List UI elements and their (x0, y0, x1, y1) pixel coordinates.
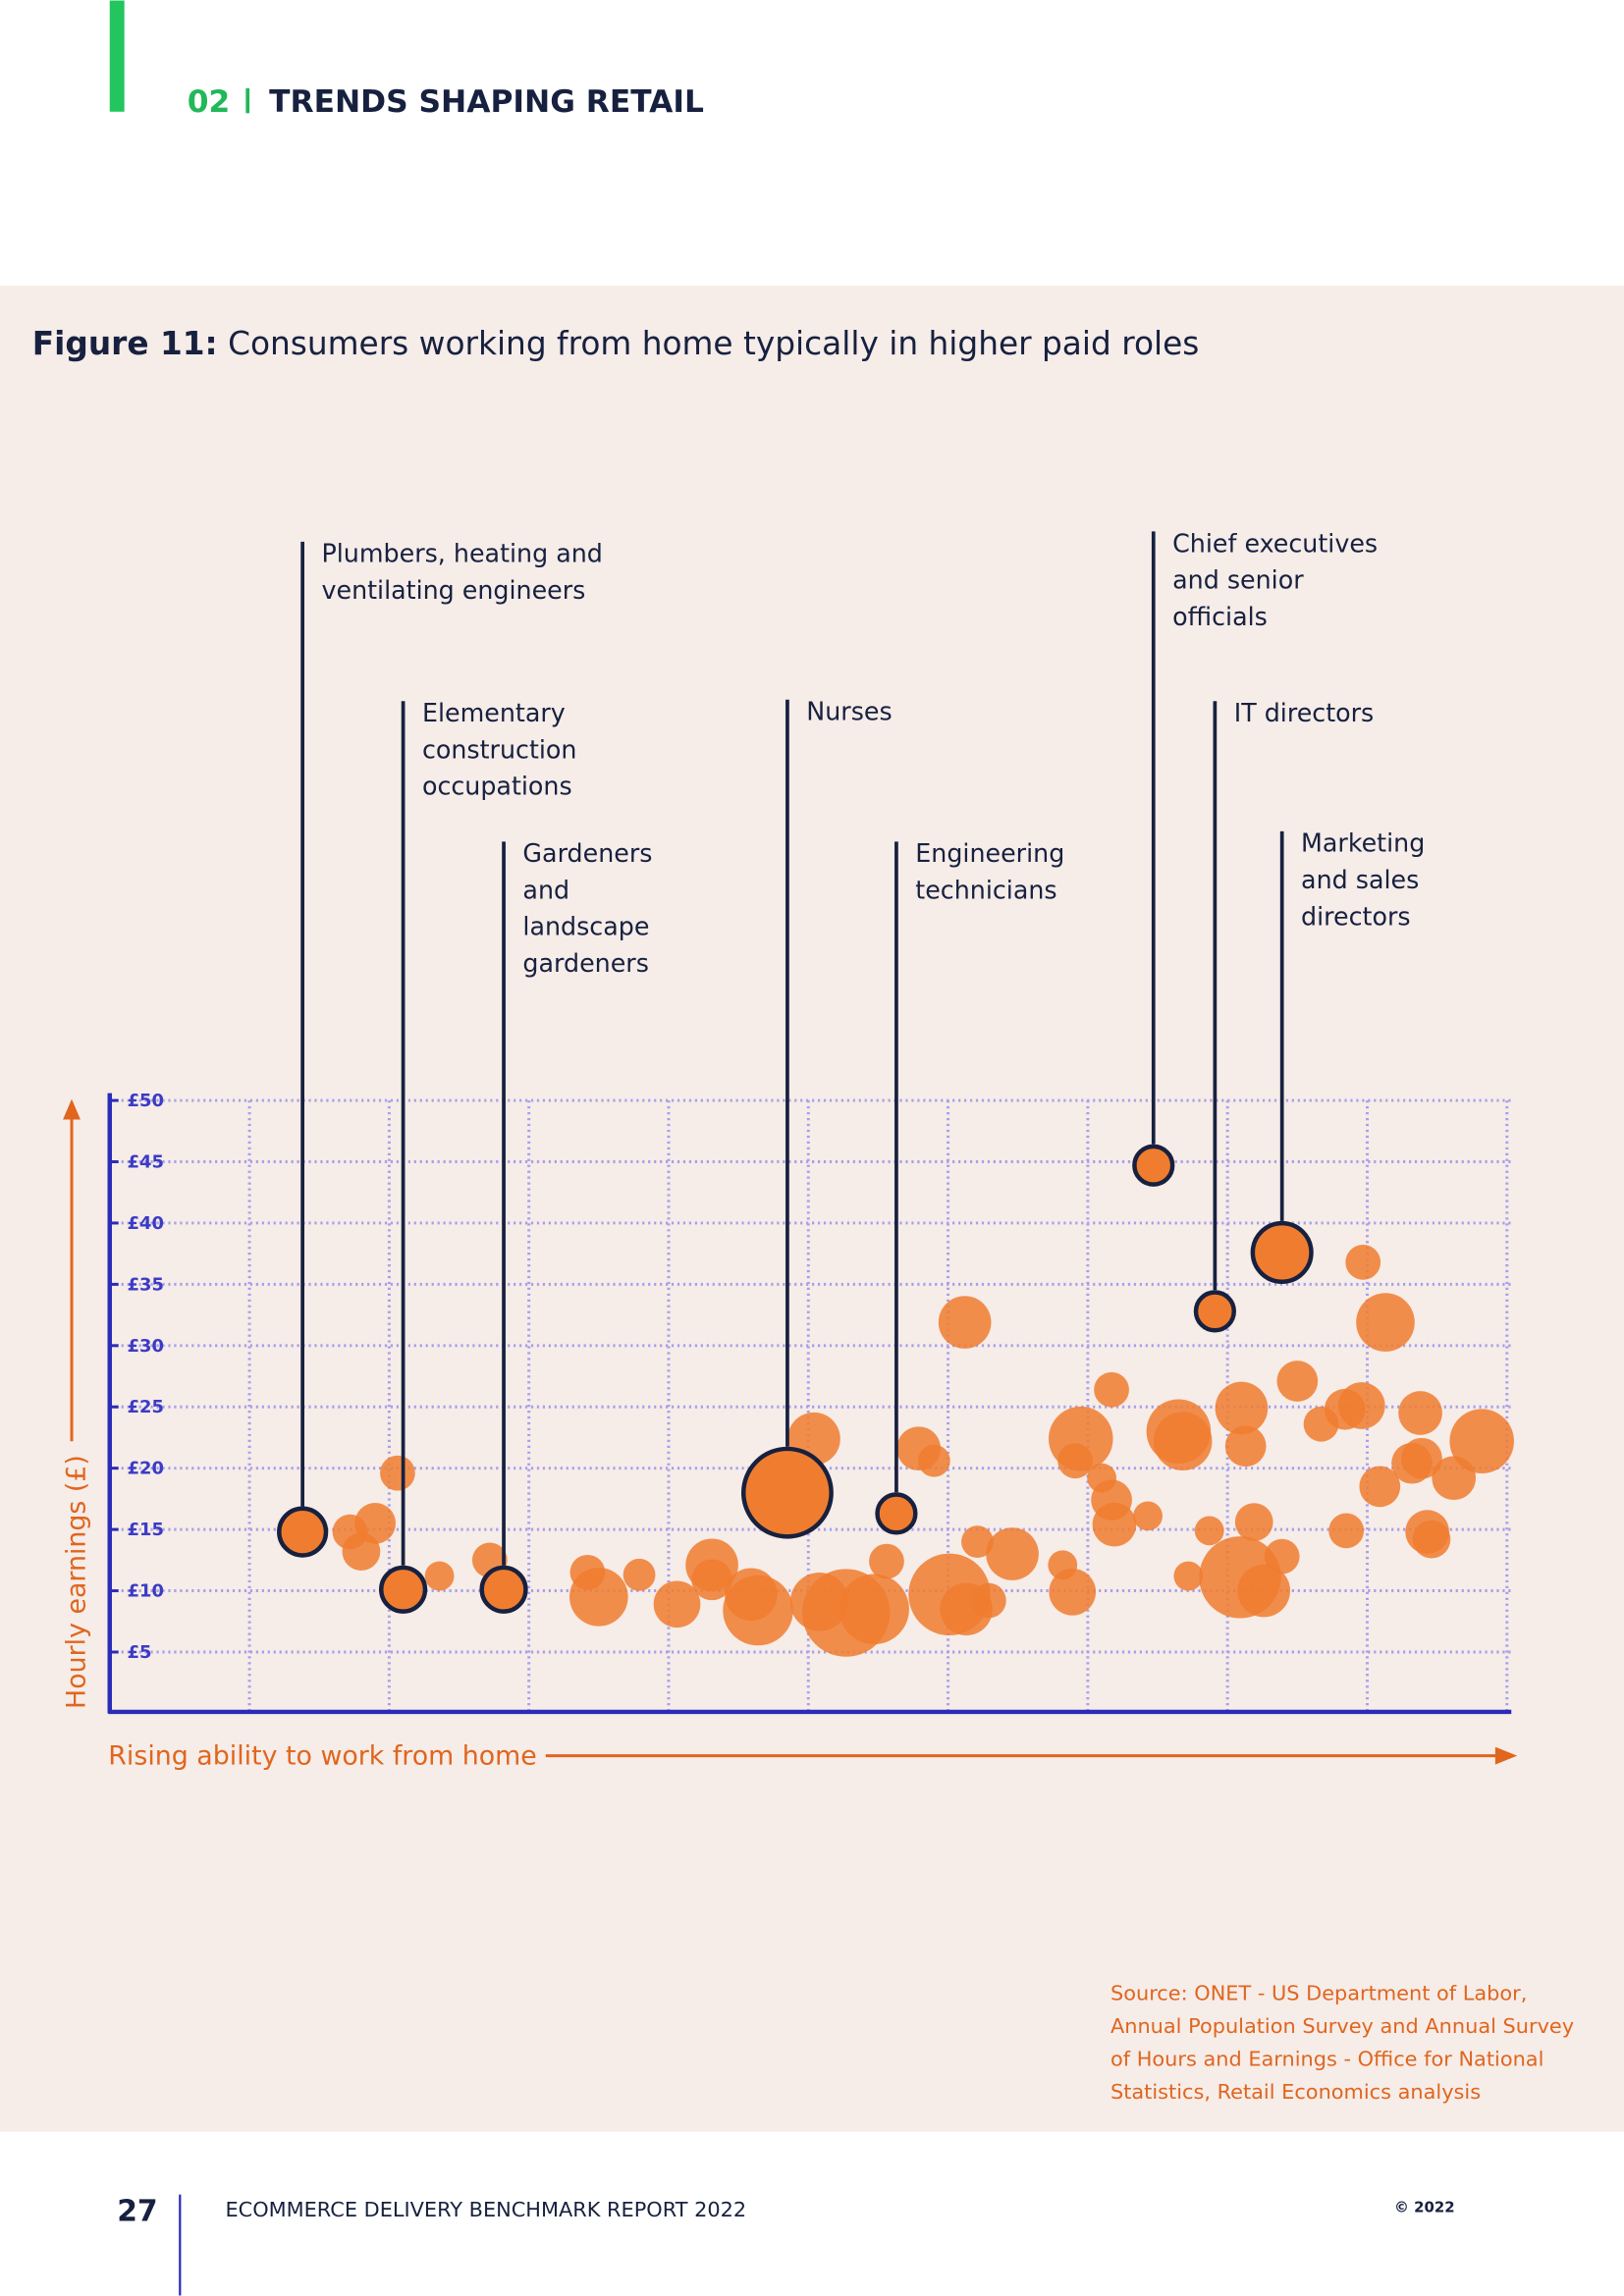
bubble (938, 1296, 992, 1349)
bubble (723, 1575, 793, 1646)
bubble (1092, 1502, 1137, 1547)
y-axis-label: Hourly earnings (£) (61, 1455, 91, 1709)
callout-label: Engineering (915, 838, 1064, 868)
bubble (1449, 1409, 1514, 1473)
callout-label: and sales (1301, 865, 1419, 894)
figure-label: Figure 11: (32, 325, 218, 362)
highlight-bubble (1132, 1144, 1175, 1187)
bubble (623, 1558, 656, 1591)
copyright: © 2022 (1394, 2199, 1455, 2216)
source-line: Source: ONET - US Department of Labor, (1110, 1981, 1527, 2004)
highlight-bubble (1250, 1220, 1314, 1284)
callout-label: construction (422, 734, 577, 764)
x-axis-label: Rising ability to work from home (108, 1741, 537, 1772)
section-title: TRENDS SHAPING RETAIL (269, 84, 704, 120)
section-number: 02 (188, 84, 231, 120)
callout-label: Plumbers, heating and (322, 539, 603, 568)
bubble (986, 1527, 1039, 1580)
accent-bar (109, 0, 125, 112)
bubble (839, 1574, 909, 1645)
source-line: Statistics, Retail Economics analysis (1110, 2080, 1481, 2104)
bubble (569, 1567, 628, 1627)
bubble (869, 1543, 904, 1579)
bubble (1194, 1516, 1224, 1546)
callout-label: and (522, 875, 569, 904)
bubble (1057, 1443, 1093, 1479)
y-tick-label: £45 (128, 1151, 164, 1172)
callout-label: Elementary (422, 698, 566, 727)
page-number: 27 (117, 2194, 157, 2228)
bubble (961, 1525, 994, 1558)
chart-title: Consumers working from home typically in… (228, 325, 1199, 362)
report-name: ECOMMERCE DELIVERY BENCHMARK REPORT 2022 (225, 2198, 746, 2221)
bubble (1049, 1568, 1097, 1616)
y-tick-label: £40 (128, 1213, 164, 1234)
bubble (1359, 1466, 1401, 1508)
bubble (1237, 1564, 1291, 1618)
callout-label: gardeners (522, 948, 648, 978)
source: Source: ONET - US Department of Labor, An… (1110, 1981, 1574, 2104)
highlight-bubble (277, 1506, 329, 1558)
callout-label: and senior (1172, 565, 1304, 595)
x-arrow-head (1494, 1746, 1518, 1765)
y-tick-label: £35 (128, 1274, 164, 1295)
separator (245, 87, 250, 114)
y-tick-label: £10 (128, 1581, 164, 1602)
bubble (1276, 1361, 1319, 1402)
bubble (342, 1532, 381, 1571)
callout-label: officials (1172, 602, 1268, 631)
callout-label: Gardeners (522, 838, 652, 868)
callout-label: occupations (422, 772, 572, 801)
bubble (917, 1444, 950, 1477)
bubble (1234, 1503, 1273, 1541)
y-tick-label: £25 (128, 1397, 164, 1417)
callout-label: landscape (522, 912, 649, 941)
callout-label: ventilating engineers (322, 575, 586, 605)
highlight-bubble (479, 1565, 528, 1614)
bubble (691, 1559, 732, 1601)
bubble (380, 1455, 415, 1491)
bubble (1173, 1561, 1204, 1591)
highlight-bubble (379, 1565, 428, 1614)
bubble (1264, 1538, 1300, 1575)
figure-title: Figure 11: Consumers working from home t… (32, 325, 1200, 362)
bubble (424, 1561, 455, 1591)
y-tick-label: £20 (128, 1459, 164, 1479)
source-line: Annual Population Survey and Annual Surv… (1110, 2014, 1574, 2038)
y-tick-label: £15 (128, 1520, 164, 1540)
highlight-bubble (875, 1492, 918, 1535)
bubble (1215, 1381, 1269, 1435)
bubble (1094, 1371, 1129, 1408)
source-line: of Hours and Earnings - Office for Natio… (1110, 2048, 1543, 2071)
callout-label: Marketing (1301, 828, 1425, 858)
bubble (1345, 1245, 1381, 1280)
bubble (1328, 1513, 1365, 1549)
bubble (1133, 1501, 1163, 1531)
bubble (1412, 1520, 1451, 1559)
callout-label: technicians (915, 875, 1056, 904)
callout-label: directors (1301, 901, 1411, 931)
highlight-bubble (1193, 1290, 1236, 1333)
bubble (1224, 1425, 1267, 1468)
callout-label: Nurses (806, 697, 892, 726)
bubble (1398, 1391, 1442, 1435)
callout-label: Chief executives (1172, 528, 1378, 558)
y-tick-label: £50 (128, 1091, 164, 1111)
y-tick-label: £30 (128, 1336, 164, 1357)
bubble (970, 1582, 1006, 1619)
bubbles: Plumbers, heating and ventilating enginee… (277, 528, 1514, 1657)
y-tick-label: £5 (128, 1642, 152, 1663)
bubble (1401, 1437, 1442, 1479)
callout-label: IT directors (1234, 698, 1375, 727)
bubble (1153, 1412, 1213, 1471)
figure-panel (0, 286, 1624, 2132)
bubble (1356, 1293, 1415, 1352)
highlight-bubble (740, 1446, 834, 1539)
bubble (1337, 1382, 1385, 1429)
y-arrow-head (63, 1098, 81, 1120)
bubble (653, 1580, 701, 1629)
